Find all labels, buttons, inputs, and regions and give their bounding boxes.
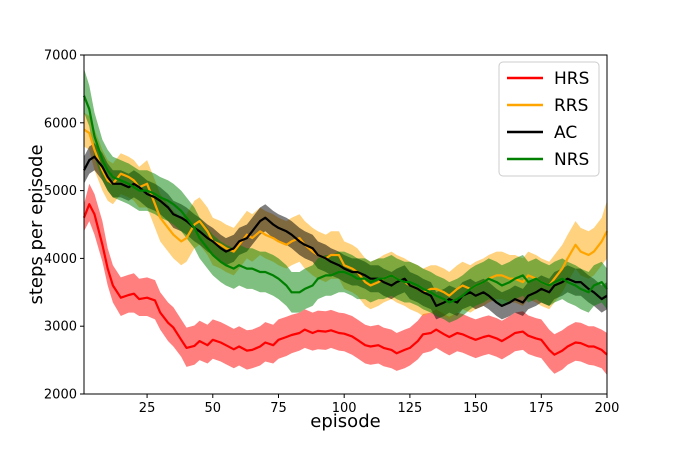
confidence-bands (84, 68, 607, 375)
y-axis-ticks: 2000 3000 4000 5000 6000 7000 (44, 49, 84, 403)
line-hrs (82, 203, 608, 356)
legend-box (498, 61, 600, 177)
line-nrs (82, 95, 608, 304)
band-nrs (84, 68, 607, 323)
x-tick-label: 200 (595, 401, 620, 416)
x-tick-label: 125 (397, 401, 422, 416)
y-tick-label: 5000 (44, 184, 77, 199)
x-axis-label: episode (310, 411, 380, 432)
x-tick-label: 100 (332, 401, 357, 416)
x-tick-label: 150 (463, 401, 488, 416)
line-ac (83, 155, 608, 307)
y-tick-label: 7000 (44, 49, 77, 64)
band-hrs (84, 183, 607, 375)
x-tick-label: 75 (270, 401, 287, 416)
legend-label-rrs: RRS (554, 96, 588, 116)
plot-frame (83, 54, 608, 395)
y-tick-label: 2000 (44, 388, 77, 403)
legend-label-nrs: NRS (554, 150, 589, 170)
y-axis-label: steps per episode (26, 144, 47, 304)
y-tick-label: 4000 (44, 252, 77, 267)
y-tick-label: 3000 (44, 320, 77, 335)
legend: HRS RRS AC NRS (498, 61, 600, 177)
legend-label-hrs: HRS (554, 69, 589, 89)
line-rrs (83, 128, 608, 297)
y-tick-label: 6000 (44, 116, 77, 131)
legend-label-ac: AC (554, 123, 577, 143)
x-tick-label: 25 (139, 401, 156, 416)
x-tick-label: 50 (205, 401, 222, 416)
x-tick-label: 175 (529, 401, 554, 416)
series-lines (82, 95, 608, 356)
x-axis-ticks: 25 50 75 100 125 150 175 200 (139, 394, 620, 416)
